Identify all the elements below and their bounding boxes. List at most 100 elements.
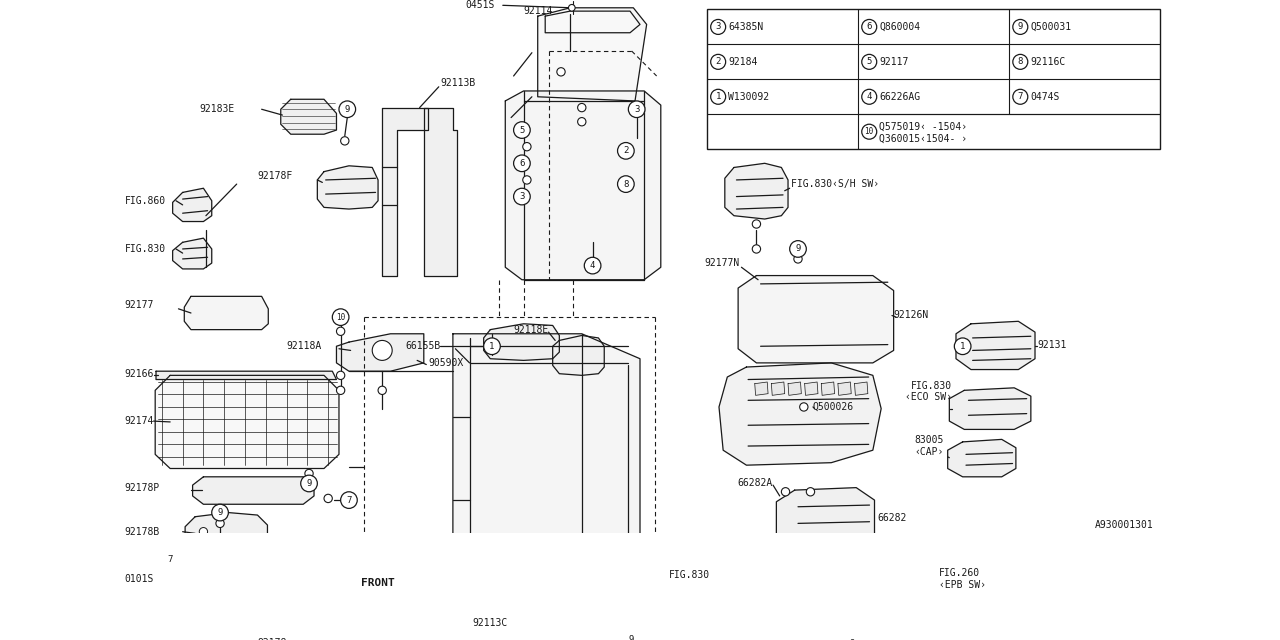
Text: 6: 6	[520, 159, 525, 168]
Polygon shape	[950, 388, 1030, 429]
Circle shape	[333, 309, 349, 326]
Polygon shape	[838, 382, 851, 396]
Text: 6: 6	[867, 22, 872, 31]
Polygon shape	[788, 382, 801, 396]
Text: 66282A: 66282A	[737, 479, 773, 488]
Text: 92113C: 92113C	[472, 618, 507, 628]
Circle shape	[806, 488, 814, 496]
Polygon shape	[772, 382, 785, 396]
Circle shape	[623, 632, 640, 640]
Polygon shape	[805, 382, 818, 396]
Circle shape	[568, 4, 575, 11]
Text: 1: 1	[960, 342, 965, 351]
Text: 1: 1	[489, 342, 494, 351]
Polygon shape	[156, 371, 337, 380]
Polygon shape	[484, 324, 559, 360]
Circle shape	[340, 492, 357, 508]
Polygon shape	[155, 376, 339, 468]
Text: Q860004: Q860004	[879, 22, 920, 32]
Polygon shape	[553, 335, 604, 376]
Polygon shape	[280, 99, 337, 134]
Polygon shape	[184, 296, 269, 330]
Text: A930001301: A930001301	[1096, 520, 1153, 530]
Circle shape	[513, 188, 530, 205]
Circle shape	[339, 101, 356, 118]
Text: 92184: 92184	[728, 57, 758, 67]
Circle shape	[617, 143, 634, 159]
Circle shape	[166, 577, 174, 586]
Circle shape	[813, 573, 833, 593]
Polygon shape	[822, 382, 835, 396]
Circle shape	[1012, 19, 1028, 35]
Text: 92178P: 92178P	[124, 483, 160, 493]
Text: 92178B: 92178B	[124, 527, 160, 537]
Text: 9: 9	[344, 105, 349, 114]
Circle shape	[790, 241, 806, 257]
Polygon shape	[755, 382, 768, 396]
Text: ‹EPB SW›: ‹EPB SW›	[940, 580, 987, 590]
Polygon shape	[453, 334, 640, 608]
Text: 9: 9	[850, 639, 855, 640]
Text: 64385N: 64385N	[728, 22, 763, 32]
Circle shape	[861, 19, 877, 35]
Circle shape	[172, 596, 180, 604]
Circle shape	[172, 577, 180, 586]
Text: 2: 2	[623, 147, 628, 156]
Bar	[707, 10, 1160, 149]
Text: 8: 8	[1018, 58, 1023, 67]
Text: 4: 4	[590, 261, 595, 270]
Text: W130092: W130092	[728, 92, 769, 102]
Circle shape	[324, 494, 333, 502]
Circle shape	[847, 629, 856, 637]
Circle shape	[161, 552, 178, 568]
Circle shape	[628, 101, 645, 118]
Circle shape	[337, 371, 344, 380]
Text: 5: 5	[867, 58, 872, 67]
Text: 92118E: 92118E	[513, 324, 549, 335]
Text: 66282: 66282	[877, 513, 906, 524]
Circle shape	[584, 257, 600, 274]
Text: 7: 7	[168, 556, 173, 564]
Text: 8: 8	[623, 180, 628, 189]
Polygon shape	[777, 488, 874, 550]
Circle shape	[710, 54, 726, 69]
Circle shape	[337, 327, 344, 335]
Text: ‹ECO SW›: ‹ECO SW›	[905, 392, 952, 402]
Text: 92118A: 92118A	[287, 341, 321, 351]
Circle shape	[216, 519, 224, 527]
Text: 92178: 92178	[257, 638, 287, 640]
Text: 0451S: 0451S	[466, 0, 495, 10]
Circle shape	[301, 475, 317, 492]
Polygon shape	[173, 188, 211, 221]
Polygon shape	[173, 238, 211, 269]
Text: 3: 3	[716, 22, 721, 31]
Polygon shape	[424, 108, 457, 276]
Circle shape	[577, 104, 586, 112]
Text: 9: 9	[306, 479, 312, 488]
Polygon shape	[192, 477, 314, 504]
Polygon shape	[956, 321, 1036, 369]
Text: 92166: 92166	[124, 369, 154, 379]
Text: 92178F: 92178F	[257, 171, 293, 180]
Polygon shape	[947, 440, 1016, 477]
Polygon shape	[719, 363, 881, 465]
Polygon shape	[855, 382, 868, 396]
Text: 83005: 83005	[914, 435, 943, 445]
Circle shape	[1012, 54, 1028, 69]
Text: 7: 7	[1018, 92, 1023, 101]
Circle shape	[522, 176, 531, 184]
Circle shape	[1012, 90, 1028, 104]
Text: 5: 5	[520, 125, 525, 134]
Text: 92183E: 92183E	[200, 104, 234, 115]
Circle shape	[211, 504, 228, 521]
Polygon shape	[506, 91, 660, 280]
Text: 0474S: 0474S	[1030, 92, 1060, 102]
Circle shape	[513, 122, 530, 138]
Circle shape	[513, 155, 530, 172]
Text: 4: 4	[867, 92, 872, 101]
Circle shape	[753, 220, 760, 228]
Text: 92131: 92131	[1038, 340, 1066, 349]
Polygon shape	[383, 108, 428, 276]
Text: 92174: 92174	[124, 416, 154, 426]
Text: 1: 1	[716, 92, 721, 101]
